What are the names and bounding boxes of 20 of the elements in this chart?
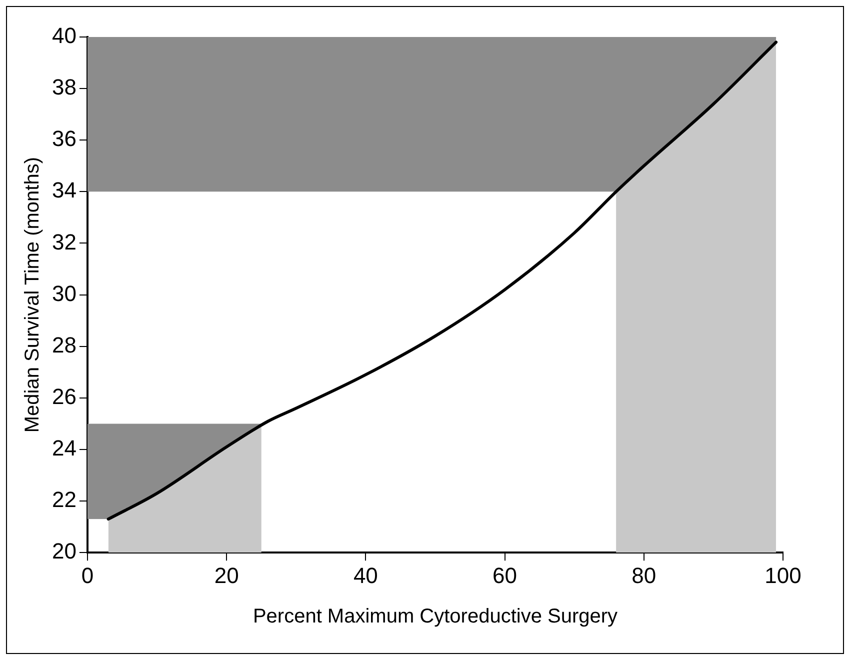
y-tick-label: 36 xyxy=(52,126,76,152)
x-tick-label: 0 xyxy=(81,562,94,588)
y-tick-label: 34 xyxy=(52,178,76,203)
y-tick-label: 38 xyxy=(52,74,76,100)
y-axis-title: Median Survival Time (months) xyxy=(22,156,44,433)
x-tick-label: 60 xyxy=(492,562,518,588)
y-tick-label: 32 xyxy=(52,229,76,254)
line-series xyxy=(106,40,778,521)
x-tick-label: 80 xyxy=(632,562,656,588)
x-tick-label: 40 xyxy=(353,562,378,588)
y-tick-label: 22 xyxy=(52,487,76,512)
x-tick-label: 100 xyxy=(764,562,802,588)
y-tick-label: 26 xyxy=(52,384,76,409)
x-tick-label: 20 xyxy=(214,562,239,588)
x-axis-title: Percent Maximum Cytoreductive Surgery xyxy=(252,606,618,628)
y-tick-label: 24 xyxy=(52,436,76,461)
y-tick-label: 40 xyxy=(52,23,76,48)
y-tick-label: 28 xyxy=(52,332,76,358)
y-tick-label: 30 xyxy=(52,280,76,306)
y-tick-label: 20 xyxy=(52,538,76,564)
